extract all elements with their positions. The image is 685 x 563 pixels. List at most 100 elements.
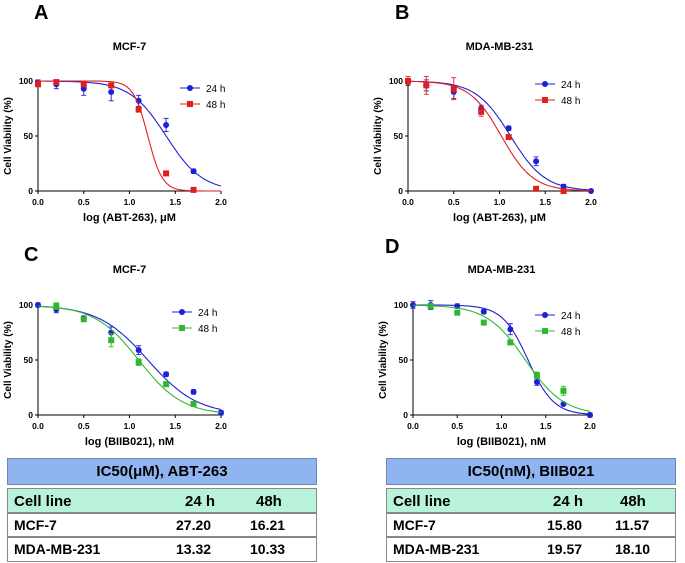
data-point — [190, 168, 197, 175]
x-axis-label: log (BIIB021), nM — [85, 436, 174, 448]
legend-marker — [542, 328, 548, 334]
data-point — [80, 81, 87, 88]
chart-c: MCF-7 0.0 0.5 1.0 1.5 2.0 0 50 100 log (BIIB021),… — [3, 264, 227, 448]
data-point — [427, 303, 434, 310]
series-fit-curve — [413, 304, 591, 415]
x-tick-label: 1.0 — [496, 421, 508, 431]
x-tick-label: 2.0 — [215, 421, 227, 431]
data-point — [163, 170, 170, 177]
chart-d: MDA-MB-231 0.0 0.5 1.0 1.5 2.0 0 50 100 log (BIIB… — [378, 264, 596, 448]
row-cell-line: MDA-MB-231 — [14, 541, 101, 557]
panel-label-b: B — [395, 2, 410, 24]
data-point — [450, 85, 457, 92]
data-point — [507, 339, 514, 346]
data-point — [163, 122, 170, 128]
series-fit-curve — [37, 305, 222, 413]
row-cell-line: MDA-MB-231 — [393, 541, 480, 557]
row-48h-value: 10.33 — [250, 541, 286, 557]
legend-label: 48 h — [561, 327, 580, 338]
x-axis-label: log (ABT-263), μM — [453, 212, 546, 224]
table-row: MDA-MB-231 13.32 10.33 — [7, 536, 317, 562]
x-axis-label: log (ABT-263), μM — [83, 212, 176, 224]
chart-title: MDA-MB-231 — [468, 264, 536, 276]
y-tick-label: 50 — [399, 355, 409, 365]
y-axis-label: Cell Viability (%) — [373, 97, 384, 175]
data-point — [533, 158, 540, 165]
data-point — [80, 316, 87, 323]
legend-marker — [179, 325, 185, 331]
data-point — [108, 89, 115, 95]
x-tick-label: 0.0 — [32, 197, 44, 207]
y-tick-label: 100 — [19, 300, 33, 310]
data-point — [190, 401, 197, 407]
legend-marker — [187, 85, 193, 91]
x-tick-label: 1.5 — [539, 197, 551, 207]
y-axis-label: Cell Viability (%) — [3, 321, 14, 399]
series-fit-curve — [412, 304, 591, 412]
data-point — [108, 337, 115, 344]
legend-label: 48 h — [198, 324, 217, 335]
data-point — [560, 188, 567, 194]
row-24h-value: 27.20 — [176, 517, 212, 533]
row-cell-line: MCF-7 — [14, 517, 57, 533]
data-point — [35, 81, 41, 88]
legend-label: 24 h — [206, 84, 225, 95]
legend-marker — [542, 81, 548, 87]
data-point — [533, 185, 540, 192]
y-tick-label: 0 — [403, 410, 408, 420]
header-24h: 24 h — [185, 493, 216, 510]
x-tick-label: 2.0 — [585, 197, 597, 207]
series-fit-curve — [38, 80, 221, 192]
panel-label-c: C — [24, 244, 39, 266]
data-point — [410, 302, 416, 308]
chart-b: MDA-MB-231 0.0 0.5 1.0 1.5 2.0 0 50 100 log (ABT-… — [373, 41, 597, 224]
x-tick-label: 0.0 — [32, 421, 44, 431]
y-tick-label: 100 — [389, 76, 403, 86]
data-point — [454, 309, 461, 316]
y-tick-label: 0 — [28, 186, 33, 196]
y-axis-label: Cell Viability (%) — [3, 97, 14, 175]
legend-marker — [179, 309, 185, 315]
data-point — [507, 326, 514, 333]
data-point — [53, 303, 60, 310]
data-point — [35, 302, 41, 308]
data-point — [480, 319, 487, 326]
legend-label: 24 h — [561, 311, 580, 322]
header-cell-line: Cell line — [14, 493, 72, 510]
table-title: IC50(μM), ABT-263 — [7, 458, 317, 485]
x-tick-label: 0.0 — [407, 421, 419, 431]
chart-title: MCF-7 — [113, 41, 147, 53]
header-48h: 48h — [256, 493, 282, 510]
x-tick-label: 2.0 — [215, 197, 227, 207]
header-cell-line: Cell line — [393, 493, 451, 510]
legend-label: 48 h — [206, 100, 225, 111]
table-title: IC50(nM), BIIB021 — [386, 458, 676, 485]
data-point — [478, 108, 485, 115]
row-48h-value: 18.10 — [615, 541, 651, 557]
data-point — [190, 186, 197, 193]
x-tick-label: 2.0 — [584, 421, 596, 431]
y-tick-label: 0 — [28, 410, 33, 420]
table-row: MCF-7 27.20 16.21 — [7, 512, 317, 538]
x-tick-label: 0.5 — [78, 421, 90, 431]
data-point — [505, 125, 512, 132]
legend-label: 24 h — [198, 308, 217, 319]
x-tick-label: 0.5 — [451, 421, 463, 431]
y-tick-label: 50 — [24, 131, 34, 141]
x-tick-label: 1.0 — [124, 197, 136, 207]
data-point — [190, 388, 197, 395]
panel-label-d: D — [385, 236, 400, 258]
legend-marker — [187, 101, 193, 107]
x-tick-label: 1.0 — [494, 197, 506, 207]
table-header-row: Cell line 24 h 48h — [386, 488, 676, 514]
data-point — [423, 82, 430, 89]
data-point — [560, 387, 567, 394]
ic50-table-biib021: IC50(nM), BIIB021 Cell line 24 h 48h MCF… — [386, 458, 676, 562]
row-24h-value: 15.80 — [547, 517, 583, 533]
data-point — [533, 372, 540, 379]
data-point — [163, 371, 170, 378]
table-row: MCF-7 15.80 11.57 — [386, 512, 676, 538]
data-point — [135, 106, 142, 113]
x-tick-label: 1.0 — [124, 421, 136, 431]
data-point — [587, 412, 593, 418]
